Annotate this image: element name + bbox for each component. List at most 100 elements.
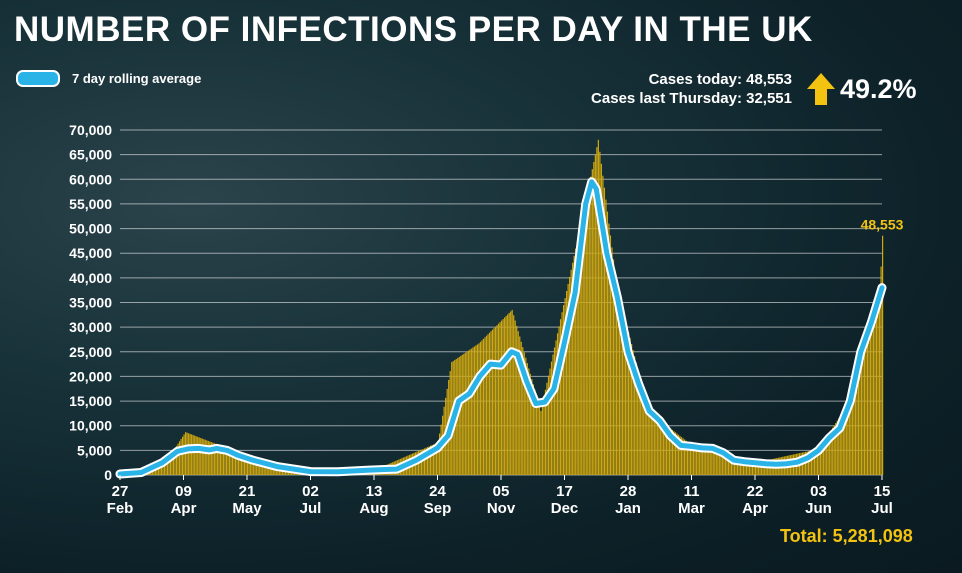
- daily-bar: [254, 461, 256, 475]
- daily-bar: [426, 447, 429, 475]
- daily-bar: [494, 326, 497, 475]
- daily-bar: [201, 438, 203, 475]
- daily-bar: [529, 373, 531, 475]
- daily-bar: [609, 235, 612, 475]
- daily-bar: [511, 309, 513, 475]
- daily-bar: [755, 462, 757, 475]
- daily-bar: [504, 317, 506, 475]
- daily-bar: [844, 408, 846, 475]
- daily-bar: [761, 461, 763, 475]
- daily-bar: [823, 441, 825, 475]
- daily-bar: [544, 389, 547, 475]
- daily-bar: [464, 352, 466, 475]
- daily-bar: [877, 304, 879, 475]
- daily-bar: [189, 433, 191, 475]
- daily-bar: [656, 418, 658, 475]
- x-tick-day: 24: [429, 483, 446, 500]
- rolling-average-line: [115, 177, 887, 479]
- daily-bar: [253, 461, 255, 475]
- daily-bar: [709, 450, 711, 475]
- daily-bar: [838, 418, 840, 475]
- daily-bar: [180, 439, 182, 475]
- daily-bar: [476, 344, 479, 475]
- daily-bar: [829, 432, 831, 475]
- daily-bar: [466, 351, 468, 475]
- daily-bar: [617, 289, 619, 475]
- daily-bar: [584, 205, 586, 475]
- legend: 7 day rolling average: [16, 70, 201, 87]
- x-tick-month: Mar: [678, 500, 705, 517]
- daily-bar: [562, 305, 565, 475]
- daily-bar: [439, 433, 441, 475]
- daily-bar: [641, 386, 643, 475]
- daily-bar: [602, 175, 604, 475]
- daily-bar: [878, 285, 881, 475]
- daily-bar: [810, 450, 813, 475]
- daily-bar: [738, 458, 740, 475]
- daily-bar: [600, 163, 602, 475]
- daily-bar: [497, 323, 500, 475]
- daily-bar: [820, 446, 822, 475]
- daily-bar: [608, 223, 610, 475]
- daily-bar: [432, 444, 435, 475]
- daily-bar: [744, 459, 746, 475]
- daily-bar: [458, 356, 460, 475]
- daily-bar: [559, 319, 562, 475]
- y-tick-label: 40,000: [69, 270, 112, 286]
- daily-bar: [479, 341, 482, 475]
- daily-bar: [493, 328, 495, 475]
- y-tick-label: 30,000: [69, 319, 112, 335]
- daily-bar: [596, 147, 598, 475]
- daily-bar: [712, 451, 714, 475]
- total-cases: Total: 5,281,098: [780, 526, 913, 546]
- daily-bar: [555, 340, 557, 475]
- y-tick-label: 60,000: [69, 171, 112, 187]
- daily-bar: [816, 449, 819, 475]
- change-percent: 49.2%: [840, 74, 917, 104]
- daily-bar: [540, 410, 542, 475]
- daily-bar: [484, 337, 486, 475]
- daily-bar: [676, 433, 678, 475]
- daily-bar: [833, 425, 835, 475]
- case-stats: Cases today: 48,553 Cases last Thursday:…: [591, 70, 792, 108]
- y-tick-label: 0: [104, 467, 112, 483]
- daily-bar: [228, 451, 231, 475]
- daily-bar: [469, 349, 471, 475]
- daily-bar: [166, 455, 169, 475]
- daily-bar: [174, 448, 176, 475]
- daily-bar: [225, 449, 228, 475]
- daily-bar: [437, 442, 439, 475]
- daily-bar: [491, 329, 494, 475]
- daily-bar: [715, 452, 717, 475]
- daily-bar: [835, 423, 837, 475]
- daily-bar: [475, 345, 477, 475]
- daily-bar: [553, 347, 556, 475]
- daily-bar: [632, 350, 634, 475]
- daily-bar: [564, 298, 566, 475]
- x-tick-day: 13: [366, 483, 383, 500]
- daily-bar: [460, 355, 462, 475]
- daily-bar: [686, 441, 689, 475]
- daily-bar: [644, 398, 646, 475]
- daily-bar: [809, 450, 811, 475]
- daily-bar: [234, 454, 237, 475]
- daily-bar: [200, 437, 202, 475]
- daily-bar: [425, 447, 427, 475]
- daily-bar: [856, 380, 858, 475]
- daily-bar: [250, 461, 252, 475]
- daily-bar: [653, 415, 655, 475]
- daily-bar: [591, 169, 593, 475]
- daily-bar: [461, 354, 463, 475]
- daily-bar: [821, 444, 823, 475]
- daily-bar: [638, 374, 640, 475]
- daily-bar: [862, 357, 864, 475]
- daily-bar: [726, 454, 728, 475]
- daily-bar: [534, 389, 536, 475]
- y-tick-label: 55,000: [69, 196, 112, 212]
- x-tick-day: 05: [493, 483, 510, 500]
- x-tick-day: 15: [874, 483, 891, 500]
- daily-bar: [230, 451, 232, 475]
- daily-bar: [618, 295, 621, 475]
- daily-bar: [650, 413, 652, 475]
